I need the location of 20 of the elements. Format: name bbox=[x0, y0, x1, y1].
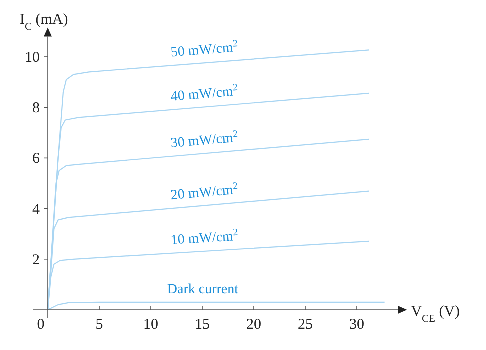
x-tick-label: 20 bbox=[246, 317, 262, 333]
series-label: Dark current bbox=[167, 282, 239, 298]
y-tick-label: 8 bbox=[32, 100, 40, 117]
y-tick-label: 2 bbox=[32, 252, 40, 268]
series-label: 10 mW/cm$^{2}$ bbox=[170, 226, 238, 248]
x-tick-label: 15 bbox=[195, 317, 210, 333]
y-tick-label: 4 bbox=[32, 202, 40, 218]
series-label: 20 mW/cm$^{2}$ bbox=[170, 180, 238, 204]
series-label: 50 mW/cm$^{2}$ bbox=[170, 38, 238, 61]
x-tick-label: 25 bbox=[298, 317, 313, 333]
x-tick-label: 5 bbox=[96, 317, 104, 333]
series-label: 30 mW/cm$^{2}$ bbox=[170, 128, 238, 152]
x-tick-label: 10 bbox=[144, 317, 158, 333]
x-tick-label: 30 bbox=[350, 317, 364, 333]
y-axis-title: I$_{C}$ (mA) bbox=[20, 12, 68, 32]
x-axis-title: V$_{CE}$ (V) bbox=[411, 304, 460, 324]
series-label: 40 mW/cm$^{2}$ bbox=[170, 82, 238, 105]
x-tick-label: 0 bbox=[37, 317, 45, 333]
y-tick-label: 10 bbox=[25, 50, 40, 66]
y-tick-label: 6 bbox=[32, 151, 40, 168]
